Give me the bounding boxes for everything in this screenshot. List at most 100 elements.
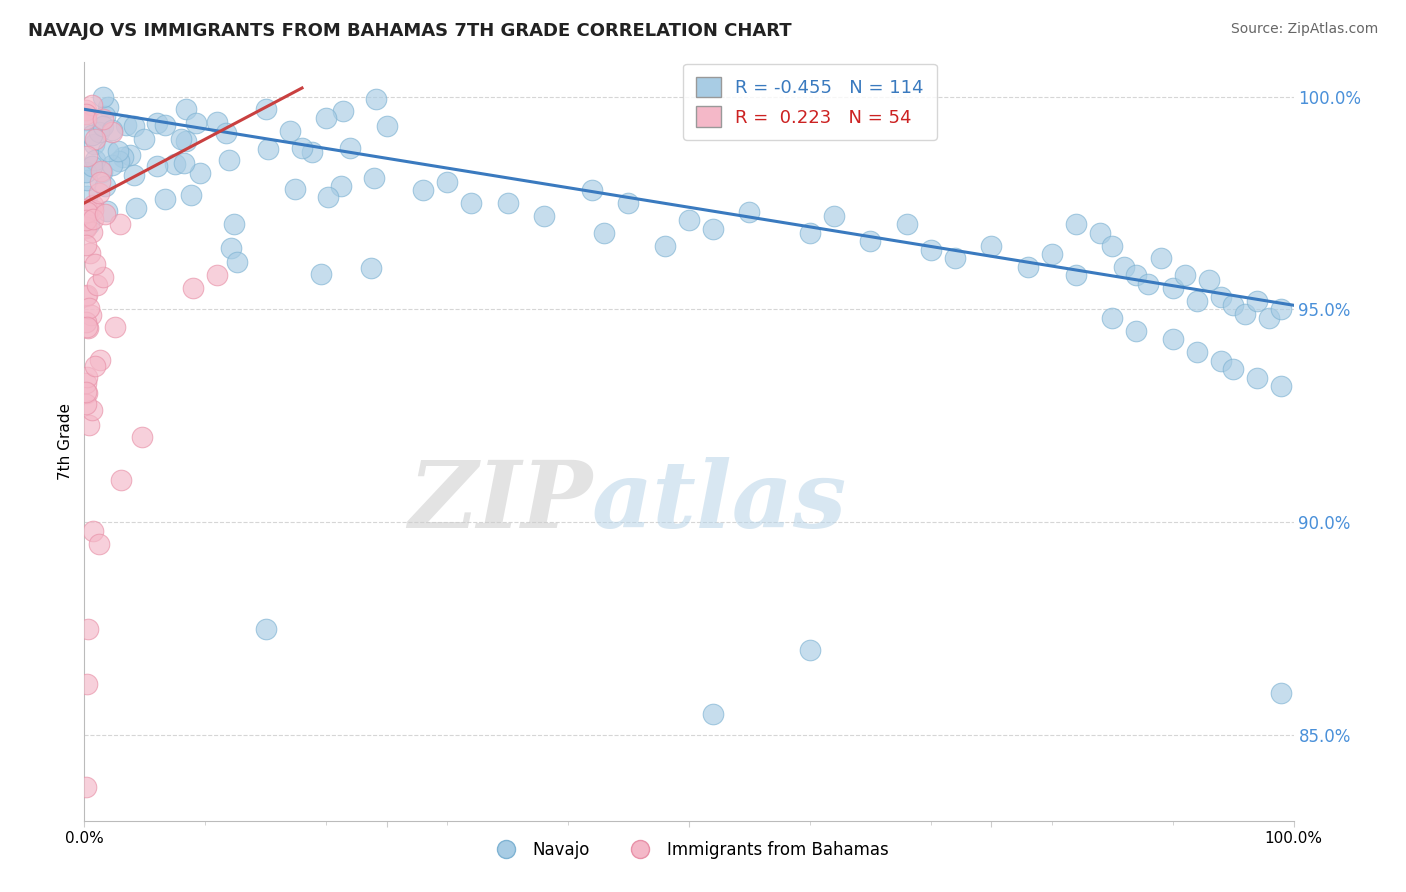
Point [205,114,228,128]
Point [284,182,307,196]
Point [1270,379,1292,393]
Point [75,107,97,121]
Text: ZIP: ZIP [408,458,592,547]
Point [1174,268,1197,283]
Point [82,212,104,227]
Point [188,166,211,180]
Point [1258,311,1281,326]
Point [82,524,104,538]
Point [84,257,107,271]
Point [75,213,97,227]
Point [80,309,103,323]
Point [75,219,97,234]
Point [82,198,104,212]
Point [89,175,111,189]
Point [1185,293,1208,308]
Point [1088,226,1111,240]
Point [77,301,100,315]
Point [412,183,434,197]
Point [83,136,105,151]
Point [460,196,482,211]
Point [87,186,110,201]
Point [226,255,249,269]
Point [1064,268,1087,283]
Point [1114,260,1136,274]
Point [1246,370,1268,384]
Point [180,188,202,202]
Point [896,217,918,231]
Point [125,202,148,216]
Point [97,144,120,158]
Point [131,430,153,444]
Point [332,104,354,119]
Point [91,270,114,285]
Point [366,92,388,106]
Point [77,622,100,636]
Point [107,153,129,168]
Point [1270,686,1292,700]
Point [1198,273,1220,287]
Point [91,112,114,127]
Point [1149,252,1171,266]
Point [75,165,97,179]
Text: NAVAJO VS IMMIGRANTS FROM BAHAMAS 7TH GRADE CORRELATION CHART: NAVAJO VS IMMIGRANTS FROM BAHAMAS 7TH GR… [28,22,792,40]
Point [1246,293,1268,308]
Point [496,196,519,211]
Point [76,148,98,162]
Point [163,157,186,171]
Point [702,221,724,235]
Point [75,112,97,127]
Point [301,145,323,159]
Point [112,150,135,164]
Point [1161,332,1184,346]
Point [222,217,245,231]
Y-axis label: 7th Grade: 7th Grade [58,403,73,480]
Point [101,122,124,136]
Point [316,189,339,203]
Point [120,148,142,162]
Point [1101,238,1123,252]
Point [311,267,333,281]
Point [90,163,112,178]
Point [101,125,124,139]
Point [87,537,110,551]
Point [291,141,314,155]
Point [1064,217,1087,231]
Point [87,125,110,139]
Point [943,252,966,266]
Point [980,238,1002,252]
Point [79,202,101,216]
Point [155,192,177,206]
Point [257,142,280,156]
Point [153,119,176,133]
Point [174,134,197,148]
Point [1125,268,1147,283]
Point [76,386,98,401]
Point [581,183,603,197]
Point [124,119,146,133]
Point [1270,302,1292,317]
Point [94,207,117,221]
Point [80,159,103,173]
Point [823,209,845,223]
Point [76,288,98,302]
Point [75,289,97,303]
Point [75,384,97,399]
Point [146,159,169,173]
Point [91,90,114,104]
Point [82,202,104,217]
Point [1209,290,1232,304]
Point [738,204,761,219]
Point [1185,345,1208,359]
Point [108,217,131,231]
Point [207,268,229,283]
Point [82,128,104,142]
Point [920,243,942,257]
Point [339,141,361,155]
Point [1040,247,1063,261]
Point [76,370,98,384]
Point [75,113,97,128]
Point [654,238,676,252]
Point [76,677,98,691]
Point [94,178,117,193]
